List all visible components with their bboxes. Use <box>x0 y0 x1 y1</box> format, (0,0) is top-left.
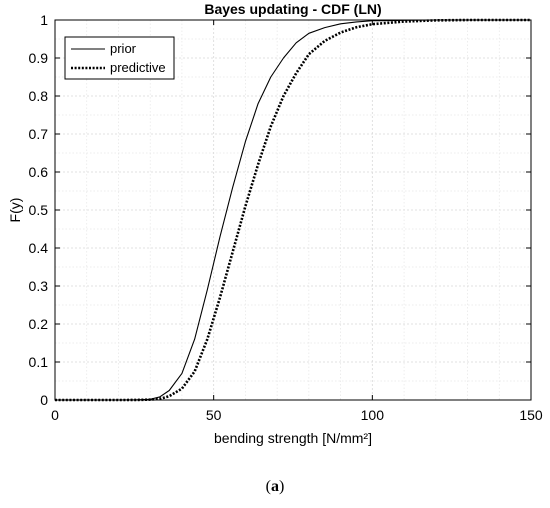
x-tick-label: 0 <box>51 407 59 423</box>
legend: prior predictive <box>64 36 175 80</box>
y-tick-label: 0.6 <box>29 164 49 180</box>
y-tick-label: 0.2 <box>29 316 49 332</box>
series-line-prior <box>55 19 531 401</box>
legend-label-prior: prior <box>110 41 137 56</box>
x-tick-label: 100 <box>361 407 385 423</box>
y-tick-label: 0.1 <box>29 354 49 370</box>
series-line-predictive <box>55 18 531 402</box>
x-tick-label: 150 <box>519 407 543 423</box>
y-tick-label: 0.9 <box>29 50 49 66</box>
x-tick-label: 50 <box>206 407 222 423</box>
y-tick-label: 0.5 <box>29 202 49 218</box>
y-tick-label: 0 <box>40 392 48 408</box>
legend-box <box>64 36 175 80</box>
cdf-chart: 0 50 100 150 00.10.20.30.40.50.60.70.80.91 … <box>7 1 543 446</box>
y-tick-label: 1 <box>40 12 48 28</box>
series-layer <box>55 18 531 402</box>
y-tick-label: 0.8 <box>29 88 49 104</box>
y-axis-label: F(y) <box>7 198 23 223</box>
chart-title: Bayes updating - CDF (LN) <box>204 1 381 17</box>
y-tick-label: 0.4 <box>29 240 49 256</box>
caption-letter: a <box>271 478 279 495</box>
y-tick-label: 0.7 <box>29 126 49 142</box>
y-axis-ticks: 0 0.1 0.2 0.3 0.4 0.5 0.6 0.7 0.8 0.9 1 <box>29 12 531 408</box>
legend-label-predictive: predictive <box>110 60 166 75</box>
x-axis-label: bending strength [N/mm²] <box>214 430 372 446</box>
caption-close-paren: ) <box>279 478 285 495</box>
y-tick-label: 0.3 <box>29 278 49 294</box>
figure-caption: (a) <box>0 478 550 496</box>
x-axis-ticks: 0 50 100 150 <box>51 20 543 423</box>
caption-open-paren: ( <box>265 478 271 495</box>
